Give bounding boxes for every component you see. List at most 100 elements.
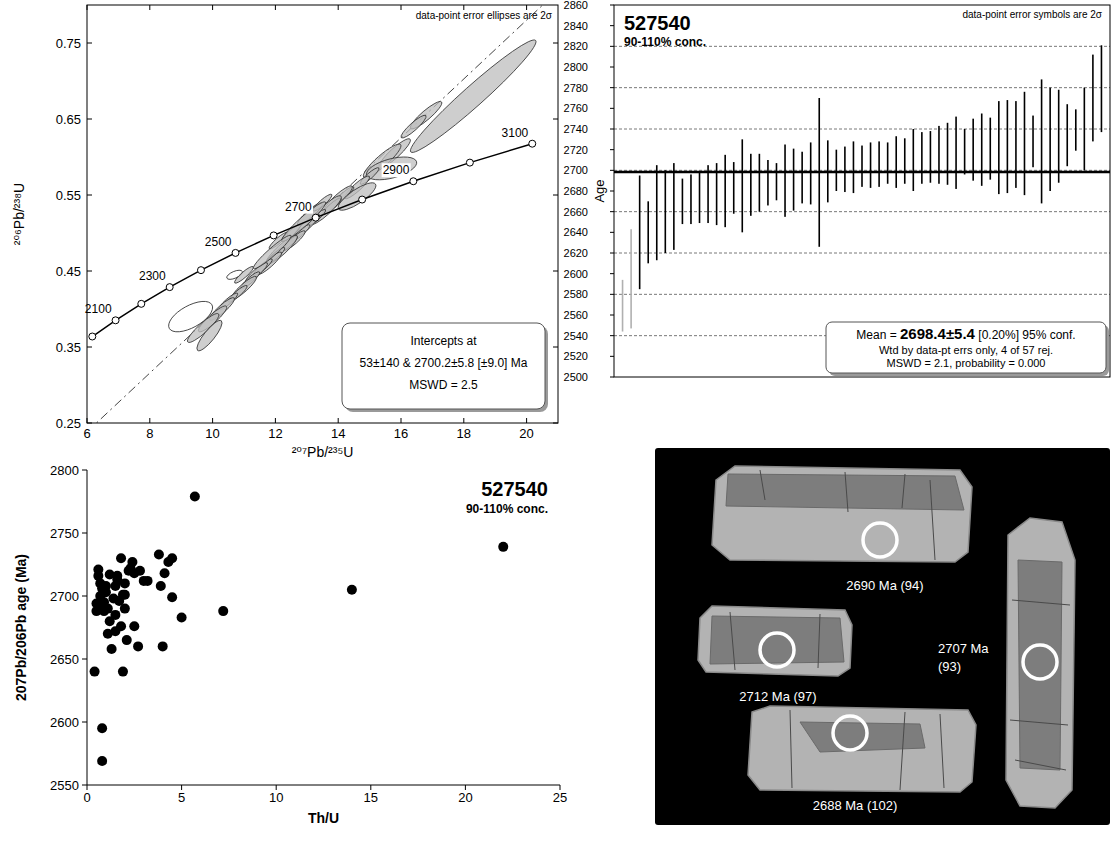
error-bar bbox=[793, 149, 795, 211]
label-patch bbox=[84, 302, 113, 316]
x-tick-label: 20 bbox=[458, 790, 472, 805]
plot-frame bbox=[87, 5, 558, 423]
x-tick-label: 6 bbox=[83, 426, 90, 441]
y-tick-label: 2720 bbox=[564, 144, 588, 156]
concordia-age-marker bbox=[410, 178, 417, 185]
crack bbox=[940, 714, 944, 788]
error-bar bbox=[699, 171, 701, 223]
analysis-spot bbox=[863, 523, 897, 557]
zircon-grain bbox=[1006, 518, 1075, 808]
crack bbox=[930, 480, 935, 560]
error-bar bbox=[741, 139, 743, 232]
x-axis bbox=[87, 785, 560, 786]
point bbox=[122, 635, 132, 645]
concordia-curve bbox=[92, 144, 532, 337]
panel-title: 527540 bbox=[481, 478, 548, 500]
grid-line bbox=[614, 294, 1110, 295]
concordia-age-marker bbox=[166, 284, 173, 291]
x-tick bbox=[463, 418, 464, 423]
y-tick bbox=[82, 785, 87, 786]
panel-subtitle: 90-110% conc. bbox=[466, 502, 548, 516]
x-tick-label: 20 bbox=[519, 426, 533, 441]
concordia-panel: 681012141618200.250.350.450.550.650.75²⁰… bbox=[11, 0, 558, 460]
y-tick-label: 2680 bbox=[564, 185, 588, 197]
y-tick bbox=[87, 271, 92, 272]
x-tick bbox=[401, 418, 402, 423]
error-ellipse bbox=[399, 113, 429, 141]
age-label: 3100 bbox=[502, 126, 529, 140]
x-axis-title: Th/U bbox=[308, 810, 339, 826]
error-bar bbox=[750, 154, 752, 216]
concordia-age-marker bbox=[232, 249, 239, 256]
annotation: 53±140 & 2700.2±5.8 [±9.0] Ma bbox=[360, 356, 528, 370]
discordia-line bbox=[87, 5, 558, 423]
x-tick-label: 10 bbox=[269, 790, 283, 805]
point bbox=[116, 553, 126, 563]
spot-age-label: 2712 Ma (97) bbox=[739, 689, 816, 704]
error-bar bbox=[1101, 45, 1103, 132]
grid-line bbox=[614, 129, 1110, 130]
y-tick bbox=[610, 5, 614, 6]
y-tick bbox=[610, 191, 614, 192]
crack bbox=[900, 712, 905, 790]
y-tick-label: 2740 bbox=[564, 123, 588, 135]
error-ellipse bbox=[404, 33, 543, 160]
annotation: MSWD = 2.1, probability = 0.000 bbox=[887, 357, 1046, 369]
point bbox=[93, 565, 103, 575]
y-tick-label: 2540 bbox=[564, 330, 588, 342]
error-bar bbox=[733, 162, 735, 214]
error-bar bbox=[895, 136, 897, 188]
error-bar bbox=[913, 129, 915, 191]
error-bar bbox=[861, 146, 863, 187]
error-bar bbox=[759, 154, 761, 212]
error-bar bbox=[1092, 55, 1094, 142]
age-label: 2100 bbox=[85, 302, 112, 316]
y-tick bbox=[82, 470, 87, 471]
point bbox=[133, 641, 143, 651]
x-axis-title: ²⁰⁷Pb/²³⁵U bbox=[292, 444, 354, 460]
x-tick bbox=[401, 5, 402, 10]
error-bar bbox=[1024, 92, 1026, 195]
y-tick bbox=[610, 211, 614, 212]
y-tick bbox=[553, 347, 558, 348]
y-tick bbox=[610, 46, 614, 47]
label-patch bbox=[382, 163, 411, 177]
point bbox=[347, 585, 357, 595]
crack bbox=[1012, 600, 1070, 605]
error-bar bbox=[1007, 100, 1009, 193]
note: data-point error ellipses are 2σ bbox=[416, 10, 553, 21]
error-bar bbox=[844, 147, 846, 192]
error-bar bbox=[870, 142, 872, 187]
x-tick-label: 18 bbox=[457, 426, 471, 441]
y-tick bbox=[553, 271, 558, 272]
y-tick bbox=[553, 119, 558, 120]
error-bar bbox=[801, 152, 803, 204]
error-bar bbox=[964, 129, 966, 174]
age-label: 2500 bbox=[205, 235, 232, 249]
y-tick-label: 2500 bbox=[564, 371, 588, 383]
error-bar bbox=[998, 101, 1000, 194]
error-bar bbox=[887, 142, 889, 183]
annotation: Intercepts at bbox=[410, 334, 477, 348]
error-bar bbox=[930, 131, 932, 183]
annotation-part: Mean = bbox=[856, 328, 900, 342]
grid-line bbox=[614, 211, 1110, 212]
y-tick bbox=[553, 195, 558, 196]
error-bar bbox=[810, 142, 812, 204]
error-bar bbox=[989, 118, 991, 180]
x-tick bbox=[149, 5, 150, 10]
error-bar bbox=[690, 174, 692, 224]
point bbox=[129, 621, 139, 631]
concordia-age-marker bbox=[466, 159, 473, 166]
panel-title: 527540 bbox=[624, 12, 691, 34]
error-bar bbox=[947, 123, 949, 185]
point bbox=[218, 606, 228, 616]
crack bbox=[790, 710, 792, 788]
point bbox=[118, 667, 128, 677]
point bbox=[107, 644, 117, 654]
crack bbox=[760, 470, 765, 500]
y-tick-label: 2840 bbox=[564, 20, 588, 32]
y-tick-label: 2800 bbox=[564, 61, 588, 73]
error-bar bbox=[1032, 116, 1034, 168]
annotation-box bbox=[826, 322, 1106, 373]
